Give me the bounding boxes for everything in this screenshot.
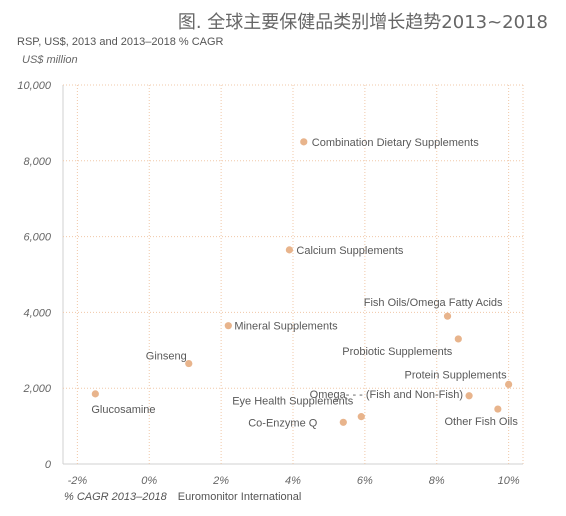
x-axis-label: % CAGR 2013–2018: [64, 491, 167, 503]
point-label: Protein Supplements: [405, 369, 508, 381]
x-tick-label: 8%: [429, 475, 445, 487]
source-label: Euromonitor International: [177, 491, 302, 503]
chart-subtitle: RSP, US$, 2013 and 2013–2018 % CAGR: [17, 36, 224, 48]
point-label: Ginseng: [146, 351, 187, 363]
point-label: Probiotic Supplements: [342, 346, 453, 358]
point-label: Fish Oils/Omega Fatty Acids: [364, 297, 503, 309]
y-axis-unit: US$ million: [22, 54, 78, 66]
point-label: Co-Enzyme Q: [248, 417, 318, 429]
y-tick-label: 6,000: [23, 232, 51, 244]
data-point: [357, 413, 365, 421]
point-label: Eye Health Supplements: [232, 396, 354, 408]
data-point: [465, 392, 473, 400]
y-tick-label: 10,000: [17, 80, 52, 92]
y-tick-label: 0: [45, 459, 52, 471]
y-tick-label: 4,000: [23, 307, 51, 319]
data-point: [300, 138, 308, 146]
x-tick-label: 10%: [498, 475, 520, 487]
point-label: Glucosamine: [91, 404, 155, 416]
data-point: [443, 312, 452, 320]
data-point: [339, 418, 347, 426]
data-point: [454, 335, 462, 343]
x-tick-label: 0%: [141, 475, 157, 487]
point-label: Calcium Supplements: [296, 245, 403, 257]
y-tick-label: 8,000: [23, 156, 51, 168]
x-tick-label: 2%: [212, 475, 229, 487]
x-tick-label: 4%: [285, 475, 301, 487]
x-tick-label: 6%: [357, 475, 373, 487]
data-point: [91, 390, 99, 398]
y-tick-label: 2,000: [22, 383, 51, 395]
data-point: [224, 322, 232, 330]
chart-footer: % CAGR 2013–2018 Euromonitor Internation…: [64, 491, 301, 503]
data-point: [505, 380, 513, 389]
data-point: [185, 359, 193, 368]
point-label: Other Fish Oils: [444, 416, 518, 428]
page-title: 图. 全球主要保健品类别增长趋势2013~2018: [177, 12, 548, 33]
point-label: Omega- - - (Fish and Non-Fish): [310, 389, 463, 401]
data-point: [285, 246, 294, 254]
x-tick-label: -2%: [68, 475, 88, 487]
point-label: Combination Dietary Supplements: [312, 137, 479, 149]
point-label: Mineral Supplements: [234, 321, 338, 333]
data-point: [494, 405, 502, 413]
